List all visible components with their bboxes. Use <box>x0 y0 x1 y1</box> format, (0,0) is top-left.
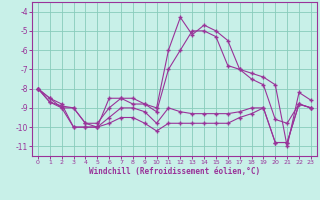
X-axis label: Windchill (Refroidissement éolien,°C): Windchill (Refroidissement éolien,°C) <box>89 167 260 176</box>
